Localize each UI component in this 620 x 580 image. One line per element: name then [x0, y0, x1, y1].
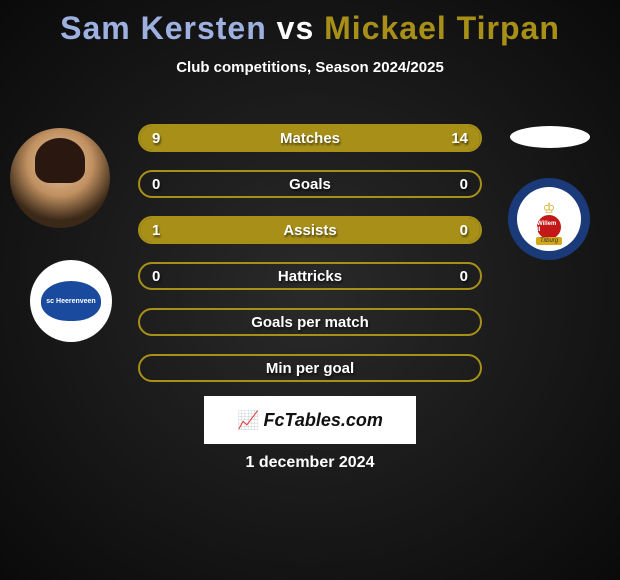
stat-row: Min per goal	[138, 354, 482, 382]
club-right-ball: Willem II	[537, 215, 561, 239]
player1-club-badge: sc Heerenveen	[30, 260, 112, 342]
stat-label: Hattricks	[278, 268, 342, 285]
stat-label: Goals	[289, 176, 331, 193]
subtitle: Club competitions, Season 2024/2025	[0, 59, 620, 76]
club-left-name: sc Heerenveen	[46, 298, 95, 305]
crown-icon: ♔	[543, 200, 556, 217]
stat-label: Goals per match	[251, 314, 369, 331]
player2-club-badge: ♔ Willem II Tilburg	[508, 178, 590, 260]
stat-value-right: 0	[460, 268, 468, 285]
page-title: Sam Kersten vs Mickael Tirpan	[0, 0, 620, 47]
watermark-text: FcTables.com	[264, 410, 383, 431]
stats-container: 9 Matches 14 0 Goals 0 1 Assists 0 0 Hattricks 0 Goa…	[138, 124, 482, 400]
stat-row: Goals per match	[138, 308, 482, 336]
player2-name: Mickael Tirpan	[324, 10, 560, 46]
stat-value-right: 0	[460, 222, 468, 239]
stat-value-left: 1	[152, 222, 160, 239]
date-label: 1 december 2024	[0, 454, 620, 472]
player1-name: Sam Kersten	[60, 10, 267, 46]
stat-value-right: 14	[451, 130, 468, 147]
chart-icon: 📈	[237, 410, 259, 431]
stat-row: 1 Assists 0	[138, 216, 482, 244]
stat-value-left: 0	[152, 176, 160, 193]
stat-row: 0 Hattricks 0	[138, 262, 482, 290]
player2-avatar-placeholder	[510, 126, 590, 148]
stat-label: Min per goal	[266, 360, 354, 377]
watermark: 📈 FcTables.com	[204, 396, 416, 444]
stat-label: Matches	[280, 130, 340, 147]
stat-row: 9 Matches 14	[138, 124, 482, 152]
stat-value-right: 0	[460, 176, 468, 193]
club-right-inner: ♔ Willem II Tilburg	[517, 187, 581, 251]
stat-value-left: 0	[152, 268, 160, 285]
club-left-shield: sc Heerenveen	[41, 281, 101, 321]
stat-label: Assists	[283, 222, 336, 239]
club-right-name: Willem II	[537, 221, 561, 233]
stat-value-left: 9	[152, 130, 160, 147]
club-right-city: Tilburg	[536, 237, 562, 245]
player1-avatar	[10, 128, 110, 228]
stat-row: 0 Goals 0	[138, 170, 482, 198]
vs-text: vs	[277, 10, 315, 46]
